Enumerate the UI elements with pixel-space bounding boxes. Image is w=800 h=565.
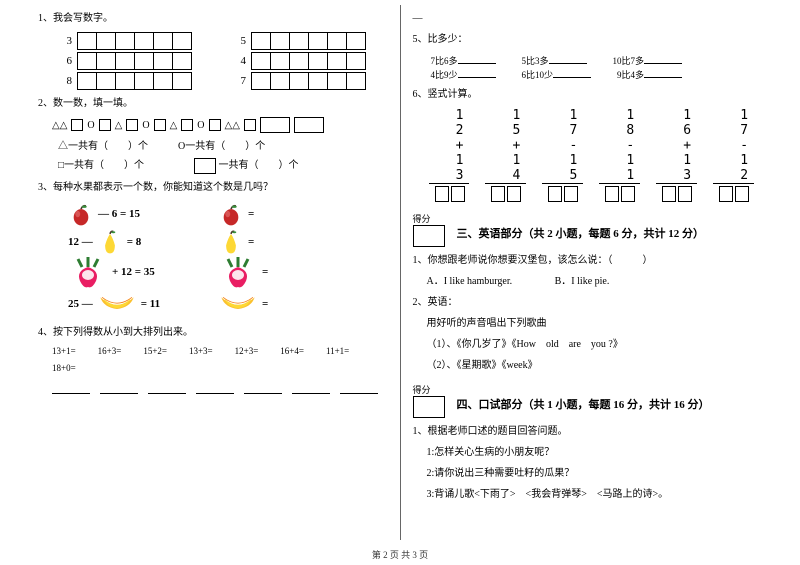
score-label-4: 得分: [413, 383, 445, 396]
q6-problem: 1 7 - 1 5: [542, 108, 583, 202]
q4-title: 4、按下列得数从小到大排列出来。: [38, 325, 388, 340]
q1-row: 35: [58, 32, 388, 50]
worksheet-page: 1、我会写数字。 35 64 87 2、数一数，填一填。 △△O△O△O△△ △一共…: [0, 0, 800, 540]
s3-q2-l2: （2）、《星期歌》《week》: [427, 358, 763, 373]
s3-q1-b: B．I like pie.: [555, 276, 610, 287]
radish-icon: [68, 257, 108, 287]
q3-row: 12 —= 8 =: [68, 229, 388, 255]
q2-count-row: □一共有（ ）个 一共有（ ）个: [58, 156, 388, 174]
q6-problem: 1 8 - 1 1: [599, 108, 640, 202]
s4-l3: 3:背诵儿歌<下雨了> <我会背弹琴> <马路上的诗>。: [427, 487, 763, 502]
pear-icon: [218, 229, 244, 255]
s3-q2-l1: （1）、《你几岁了》《How old are you ?》: [427, 337, 763, 352]
q5-title: 5、比多少：: [413, 32, 763, 47]
right-column: — 5、比多少： 7比6多 5比3多 10比7多 4比9少 6比10少 9比4多 6、竖式…: [405, 5, 771, 540]
s4-l1: 1:怎样关心生病的小朋友呢？: [427, 445, 763, 460]
s3-q1-a: A．I like hamburger.: [427, 276, 513, 287]
column-divider: [400, 5, 401, 540]
s3-q2: 2、英语：: [413, 295, 763, 310]
s4-q1: 1、根据老师口述的题目回答问题。: [413, 424, 763, 439]
q4-item: 11+1=: [326, 346, 349, 356]
q2-title: 2、数一数，填一填。: [38, 96, 388, 111]
q4-blanks: [52, 383, 388, 394]
section3-title: 三、英语部分（共 2 小题，每题 6 分，共计 12 分）: [457, 225, 705, 241]
q3-row: + 12 = 35 =: [68, 257, 388, 287]
q5-row: 7比6多 5比3多 10比7多: [431, 53, 763, 67]
q4-item: 16+4=: [280, 346, 304, 356]
q5-item: 9比4多: [617, 67, 682, 81]
q4-item: 12+3=: [235, 346, 259, 356]
apple-icon: [218, 201, 244, 227]
s3-q1: 1、你想跟老师说你想要汉堡包，该怎么说：（ ）: [413, 253, 763, 268]
q3-title: 3、每种水果都表示一个数，你能知道这个数是几吗？: [38, 180, 388, 195]
section4-header: 得分 四、口试部分（共 1 小题，每题 16 分，共计 16 分）: [413, 383, 763, 418]
score-box-3[interactable]: [413, 225, 445, 247]
q3-row: 25 —= 11 =: [68, 289, 388, 319]
banana-icon: [218, 289, 258, 319]
q6-problem: 1 5 + 1 4: [485, 108, 526, 202]
section3-header: 得分 三、英语部分（共 2 小题，每题 6 分，共计 12 分）: [413, 212, 763, 247]
score-label-3: 得分: [413, 212, 445, 225]
q6-title: 6、竖式计算。: [413, 87, 763, 102]
s3-q2-sub: 用好听的声音唱出下列歌曲: [427, 316, 763, 331]
q2-shape-row: △△O△O△O△△: [52, 117, 388, 133]
left-column: 1、我会写数字。 35 64 87 2、数一数，填一填。 △△O△O△O△△ △一共…: [30, 5, 396, 540]
q4-extra: 18+0=: [52, 362, 388, 376]
q3-row: — 6 = 15 =: [68, 201, 388, 227]
q1-row: 87: [58, 72, 388, 90]
q4-item: 15+2=: [143, 346, 167, 356]
q2-count-row: △一共有（ ）个 O一共有（ ）个: [58, 137, 388, 152]
section4-title: 四、口试部分（共 1 小题，每题 16 分，共计 16 分）: [457, 396, 710, 412]
s3-q1-opts: A．I like hamburger. B．I like pie.: [427, 274, 763, 289]
banana-icon: [97, 289, 137, 319]
q1-row: 64: [58, 52, 388, 70]
q6-columns: 1 2 + 1 3 1 5 + 1 4 1 7 - 1 5 1 8 - 1 1 …: [421, 108, 763, 202]
radish-icon: [218, 257, 258, 287]
q5-item: 6比10少: [522, 67, 592, 81]
page-footer: 第 2 页 共 3 页: [0, 548, 800, 561]
q4-item: 13+1=: [52, 346, 76, 356]
q5-item: 5比3多: [522, 53, 587, 67]
q6-problem: 1 2 + 1 3: [429, 108, 470, 202]
score-box-4[interactable]: [413, 396, 445, 418]
q4-items: 13+1= 16+3= 15+2= 13+3= 12+3= 16+4= 11+1=: [52, 346, 388, 356]
q5-row: 4比9少 6比10少 9比4多: [431, 67, 763, 81]
apple-icon: [68, 201, 94, 227]
pear-icon: [97, 229, 123, 255]
q6-problem: 1 6 + 1 3: [656, 108, 697, 202]
dash: —: [413, 11, 763, 26]
q4-item: 16+3=: [98, 346, 122, 356]
q4-item: 13+3=: [189, 346, 213, 356]
q5-item: 7比6多: [431, 53, 496, 67]
s4-l2: 2:请你说出三种需要吐籽的瓜果？: [427, 466, 763, 481]
q5-item: 4比9少: [431, 67, 496, 81]
q5-item: 10比7多: [613, 53, 683, 67]
q1-title: 1、我会写数字。: [38, 11, 388, 26]
q6-problem: 1 7 - 1 2: [713, 108, 754, 202]
